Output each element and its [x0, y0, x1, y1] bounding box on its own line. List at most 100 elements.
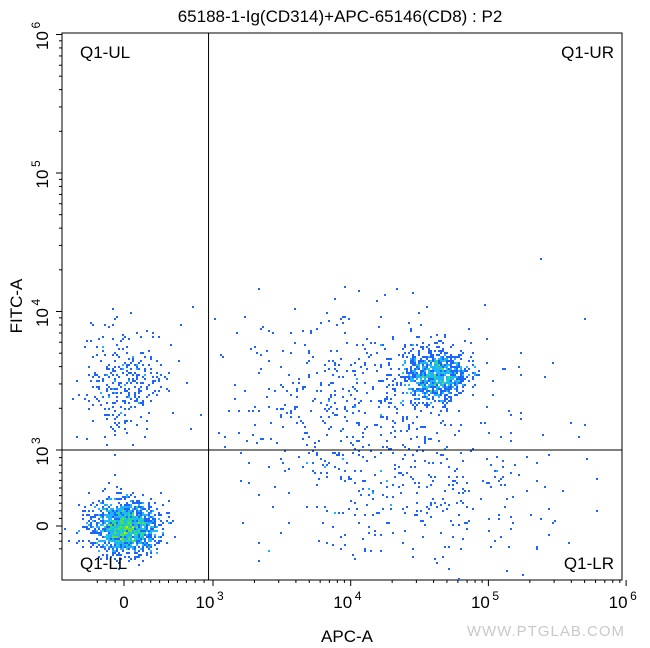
event-dot: [434, 558, 436, 560]
x-tick-label: 10: [609, 593, 628, 612]
event-dot: [132, 518, 134, 520]
event-dot: [148, 536, 150, 538]
event-dot: [430, 376, 432, 378]
event-dot: [138, 514, 140, 516]
event-dot: [158, 378, 160, 380]
y-tick-label-group: 106: [29, 22, 52, 50]
event-dot: [542, 434, 544, 436]
event-dot: [130, 312, 132, 314]
event-dot: [146, 542, 148, 544]
event-dot: [98, 526, 100, 528]
event-dot: [118, 534, 120, 536]
event-dot: [94, 532, 96, 534]
event-dot: [434, 364, 436, 366]
event-dot: [110, 528, 112, 530]
event-dot: [456, 376, 458, 378]
event-dot: [106, 508, 108, 510]
event-dot: [126, 396, 128, 398]
event-dot: [272, 506, 274, 508]
event-dot: [112, 554, 114, 556]
event-dot: [450, 386, 452, 388]
event-dot: [428, 380, 430, 382]
x-tick-exponent: 6: [630, 589, 637, 603]
event-dot: [150, 530, 152, 532]
event-dot: [356, 422, 358, 424]
event-dot: [436, 392, 438, 394]
event-dot: [132, 360, 134, 362]
event-dot: [408, 372, 410, 374]
event-dot: [498, 480, 500, 482]
event-dot: [436, 370, 438, 372]
event-dot: [116, 538, 118, 540]
event-dot: [116, 534, 118, 536]
event-dot: [380, 380, 382, 382]
event-dot: [82, 540, 84, 542]
event-dot: [130, 362, 132, 364]
event-dot: [426, 362, 428, 364]
event-dot: [134, 528, 136, 530]
event-dot: [108, 518, 110, 520]
event-dot: [388, 364, 390, 366]
event-dot: [122, 372, 124, 374]
event-dot: [440, 390, 442, 392]
event-dot: [128, 510, 130, 512]
event-dot: [150, 534, 152, 536]
event-dot: [132, 528, 134, 530]
event-dot: [100, 404, 102, 406]
event-dot: [134, 536, 136, 538]
event-dot: [192, 306, 194, 308]
event-dot: [416, 388, 418, 390]
event-dot: [90, 380, 92, 382]
event-dot: [98, 388, 100, 390]
event-dot: [98, 376, 100, 378]
event-dot: [466, 482, 468, 484]
event-dot: [266, 350, 268, 352]
event-dot: [444, 400, 446, 402]
event-dot: [144, 518, 146, 520]
event-dot: [108, 496, 110, 498]
event-dot: [94, 542, 96, 544]
event-dot: [154, 536, 156, 538]
event-dot: [444, 374, 446, 376]
event-dot: [434, 368, 436, 370]
event-dot: [90, 542, 92, 544]
event-dot: [114, 518, 116, 520]
event-dot: [122, 334, 124, 336]
event-dot: [378, 326, 380, 328]
plot-area: [61, 32, 623, 581]
event-dot: [460, 382, 462, 384]
event-dot: [446, 410, 448, 412]
event-dot: [382, 380, 384, 382]
event-dot: [138, 536, 140, 538]
event-dot: [366, 352, 368, 354]
event-dot: [152, 530, 154, 532]
event-dot: [446, 382, 448, 384]
event-dot: [138, 534, 140, 536]
event-dot: [466, 366, 468, 368]
event-dot: [408, 378, 410, 380]
event-dot: [98, 338, 100, 340]
event-dot: [342, 512, 344, 514]
x-tick-label: 10: [196, 593, 215, 612]
event-dot: [96, 546, 98, 548]
event-dot: [128, 532, 130, 534]
event-dot: [100, 502, 102, 504]
event-dot: [98, 528, 100, 530]
event-dot: [446, 394, 448, 396]
event-dot: [450, 400, 452, 402]
event-dot: [120, 538, 122, 540]
event-dot: [150, 506, 152, 508]
event-dot: [116, 514, 118, 516]
event-dot: [236, 332, 238, 334]
event-dot: [136, 378, 138, 380]
event-dot: [302, 438, 304, 440]
event-dot: [148, 534, 150, 536]
event-dot: [144, 542, 146, 544]
event-dot: [142, 402, 144, 404]
event-dot: [446, 366, 448, 368]
event-dot: [428, 462, 430, 464]
event-dot: [410, 360, 412, 362]
event-dots: [64, 258, 598, 580]
event-dot: [266, 396, 268, 398]
event-dot: [122, 520, 124, 522]
